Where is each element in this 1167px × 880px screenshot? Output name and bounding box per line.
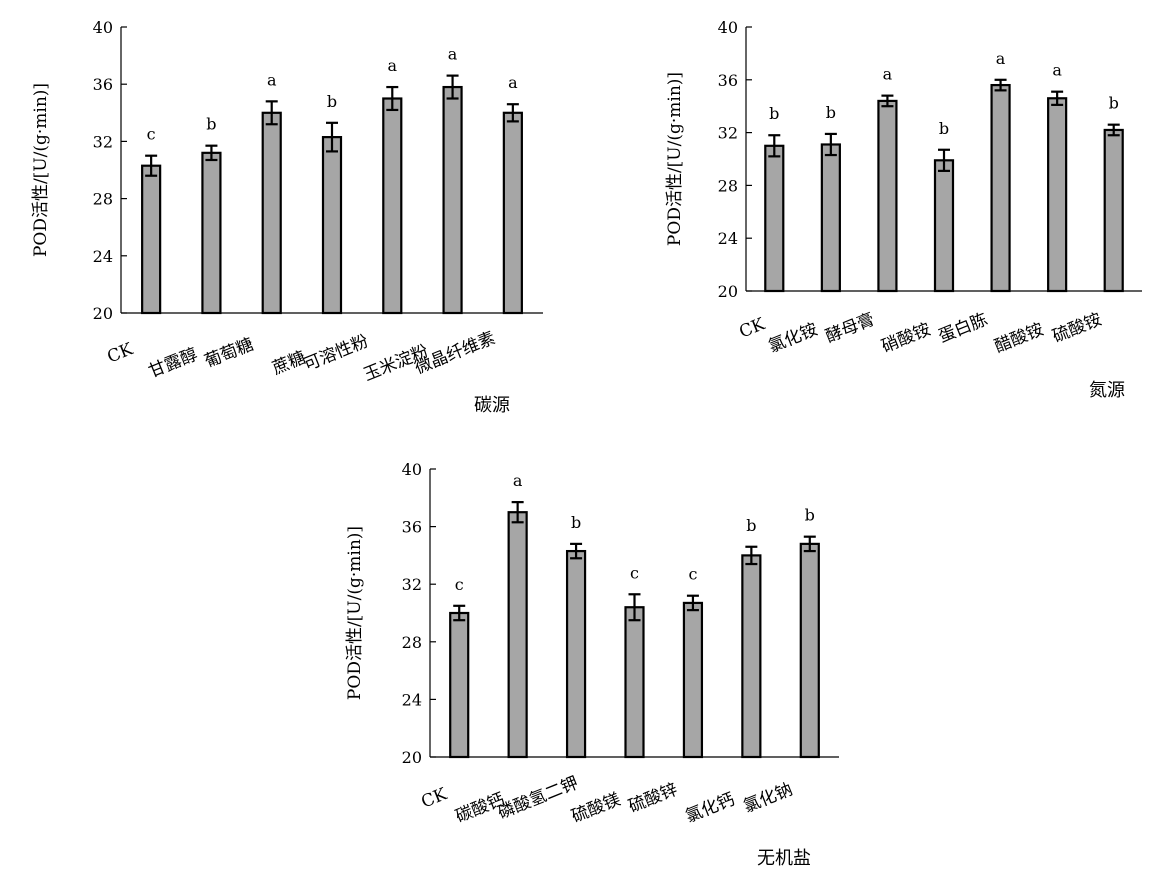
significance-label: a xyxy=(996,49,1006,68)
bar xyxy=(990,83,1011,293)
y-tick-label: 36 xyxy=(93,75,113,94)
significance-label: b xyxy=(769,104,779,123)
significance-label: a xyxy=(883,65,893,84)
y-tick-label: 40 xyxy=(718,18,738,37)
bar xyxy=(799,542,820,759)
bar xyxy=(1103,128,1124,293)
category-label: CK xyxy=(418,784,450,812)
y-axis-label: POD活性/[U/(g·min)] xyxy=(345,526,365,700)
x-axis-label: 氮源 xyxy=(1089,380,1125,401)
significance-label: a xyxy=(508,73,518,92)
significance-label: b xyxy=(939,119,949,138)
y-tick-label: 28 xyxy=(93,190,113,209)
bar xyxy=(507,511,528,759)
y-tick-label: 36 xyxy=(402,518,422,537)
significance-label: b xyxy=(826,103,836,122)
bar xyxy=(1047,97,1068,293)
bar xyxy=(382,97,403,315)
significance-label: a xyxy=(267,70,277,89)
category-label: 甘露醇 xyxy=(146,345,201,383)
significance-label: b xyxy=(1109,94,1119,113)
chart-nitrogen: 20 24 28 32 36 40 POD活性/[U/(g·min)] 氮源 b CK b 氯化铵 a 酵… xyxy=(665,18,1142,401)
significance-label: c xyxy=(688,565,697,584)
y-tick-label: 20 xyxy=(93,304,113,323)
y-tick-label: 24 xyxy=(93,247,113,266)
y-tick-label: 24 xyxy=(402,690,422,709)
category-label: 酵母膏 xyxy=(822,309,877,348)
category-label: 蛋白胨 xyxy=(936,310,991,348)
significance-label: a xyxy=(448,45,458,64)
bar xyxy=(933,159,955,293)
bar xyxy=(820,143,841,293)
bar xyxy=(261,111,282,315)
significance-label: b xyxy=(746,516,756,535)
x-axis-label: 碳源 xyxy=(474,395,510,416)
y-tick-label: 32 xyxy=(402,575,422,594)
y-tick-label: 28 xyxy=(718,176,738,195)
category-label: 硫酸铵 xyxy=(1050,310,1105,348)
category-label: 硫酸镁 xyxy=(569,790,624,828)
chart-salt: 202428323640POD活性/[U/(g·min)]无机盐cCKa碳酸钙b… xyxy=(345,460,839,869)
bar xyxy=(321,136,343,315)
significance-label: c xyxy=(630,563,639,582)
bar xyxy=(624,606,645,759)
y-tick-label: 36 xyxy=(718,71,738,90)
y-axis-label: POD活性/[U/(g·min)] xyxy=(31,83,51,257)
y-tick-label: 28 xyxy=(402,633,422,652)
bar xyxy=(141,164,162,315)
y-tick-label: 32 xyxy=(93,132,113,151)
y-tick-label: 24 xyxy=(718,229,738,248)
significance-label: b xyxy=(327,92,337,111)
category-label: 硝酸铵 xyxy=(879,320,934,358)
category-label: 醋酸铵 xyxy=(992,320,1047,358)
significance-label: c xyxy=(147,125,156,144)
significance-label: a xyxy=(1052,61,1062,80)
bar xyxy=(741,554,762,759)
bar xyxy=(201,151,222,315)
chart-carbon: 20 24 28 32 36 40 POD活性/[U/(g·min)] 碳源 c CK b 甘露醇 a 葡… xyxy=(31,18,543,416)
bar xyxy=(449,611,470,759)
y-tick-label: 20 xyxy=(402,748,422,767)
category-label: 葡萄糖 xyxy=(202,335,257,373)
significance-label: b xyxy=(571,513,581,532)
category-label: 硫酸锌 xyxy=(626,780,681,818)
y-tick-label: 32 xyxy=(718,124,738,143)
significance-label: a xyxy=(388,56,398,75)
bar xyxy=(502,111,523,315)
significance-label: b xyxy=(206,115,216,134)
significance-label: b xyxy=(805,506,815,525)
bar xyxy=(682,601,704,759)
y-tick-label: 40 xyxy=(93,18,113,37)
category-label: 磷酸氢二钾 xyxy=(495,773,581,823)
category-label: 氯化铵 xyxy=(766,320,821,358)
category-label: 氯化钙 xyxy=(683,790,738,828)
y-axis-label: POD活性/[U/(g·min)] xyxy=(665,72,685,246)
bar xyxy=(565,549,587,759)
y-tick-label: 20 xyxy=(718,282,738,301)
bar xyxy=(877,99,898,293)
category-label: CK xyxy=(736,314,768,342)
category-label: 氯化钠 xyxy=(741,780,796,818)
significance-label: c xyxy=(455,575,464,594)
significance-label: a xyxy=(513,471,523,490)
bar xyxy=(764,144,785,293)
x-axis-label: 无机盐 xyxy=(757,848,811,869)
bar xyxy=(442,85,463,315)
y-tick-label: 40 xyxy=(402,460,422,479)
category-label: CK xyxy=(104,339,136,367)
